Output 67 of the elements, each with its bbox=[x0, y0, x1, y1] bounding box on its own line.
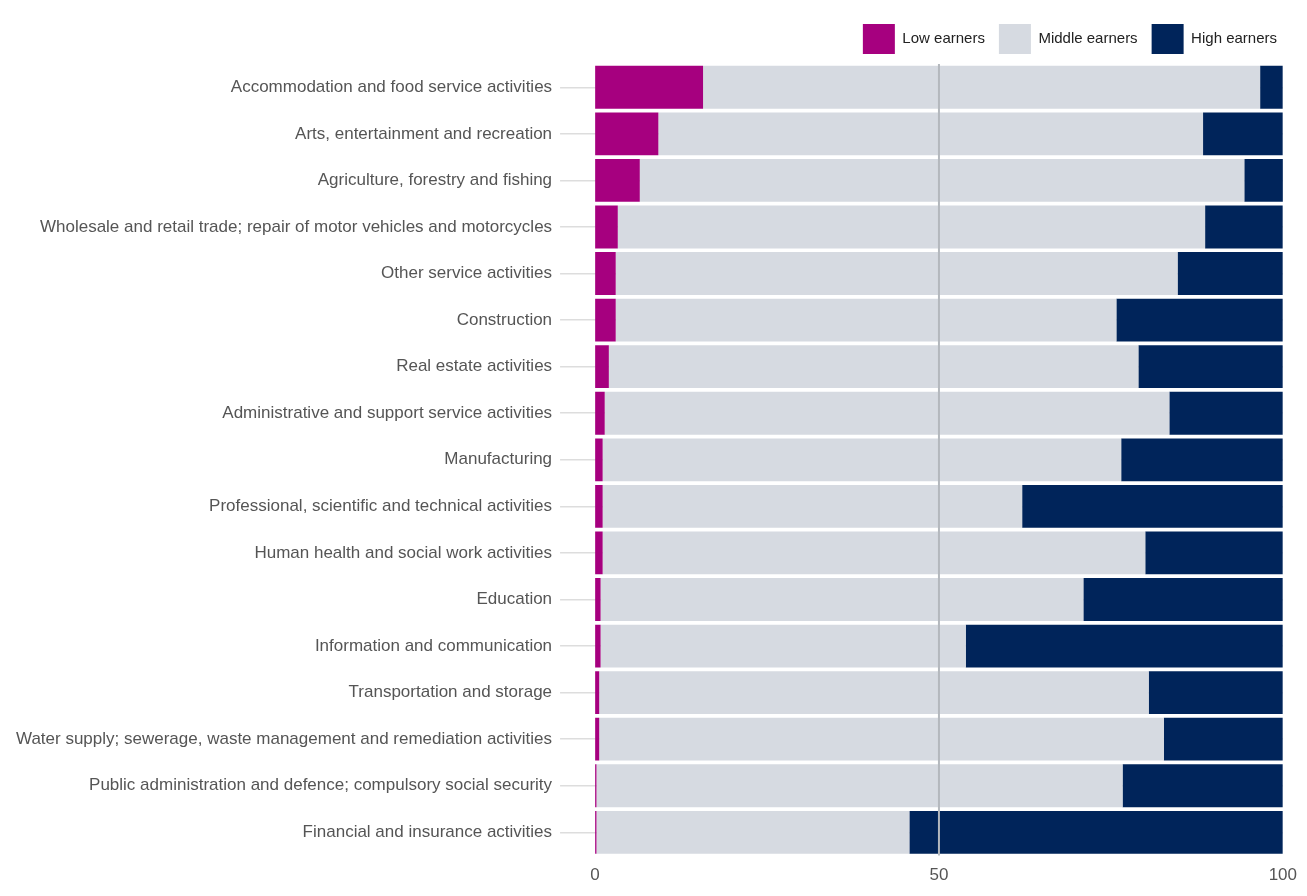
bar bbox=[595, 391, 605, 435]
y-tick-label: Manufacturing bbox=[444, 449, 553, 469]
y-tick-label: Wholesale and retail trade; repair of motor vehicles and motorcycles bbox=[39, 216, 553, 236]
bar bbox=[602, 438, 1122, 482]
x-tick-label: 100 bbox=[1268, 865, 1298, 885]
y-tick-label: Water supply; sewerage, waste management and remediation activities bbox=[15, 728, 553, 748]
bar bbox=[1121, 438, 1283, 482]
bar bbox=[1177, 252, 1283, 295]
legend-label: High earners bbox=[1191, 29, 1278, 47]
bar bbox=[1260, 65, 1283, 109]
bar bbox=[1122, 764, 1283, 808]
y-tick-label: Education bbox=[476, 589, 553, 609]
bar bbox=[595, 578, 601, 621]
bar bbox=[1148, 671, 1283, 715]
y-tick-label: Construction bbox=[456, 309, 553, 329]
bar bbox=[595, 531, 603, 575]
y-tick-label: Administrative and support service activities bbox=[222, 402, 553, 422]
bar bbox=[1205, 205, 1283, 249]
bar bbox=[608, 345, 1139, 389]
x-tick-label: 50 bbox=[929, 865, 949, 885]
y-tick-label: Arts, entertainment and recreation bbox=[295, 123, 553, 143]
bar bbox=[595, 484, 603, 528]
bar bbox=[617, 205, 1206, 249]
bar bbox=[1244, 158, 1283, 202]
legend-label: Middle earners bbox=[1038, 29, 1138, 47]
bar bbox=[1145, 531, 1283, 575]
bar bbox=[602, 531, 1146, 575]
bar bbox=[1203, 112, 1283, 156]
bar bbox=[639, 158, 1245, 202]
bar bbox=[615, 252, 1178, 295]
y-tick-label: Public administration and defence; compulsory social security bbox=[89, 775, 553, 795]
bar bbox=[595, 65, 704, 109]
bar bbox=[595, 252, 616, 295]
bar bbox=[599, 671, 1149, 715]
y-tick-label: Real estate activities bbox=[396, 356, 553, 376]
y-tick-label: Information and communication bbox=[314, 635, 553, 655]
bar bbox=[615, 298, 1117, 342]
bar bbox=[1169, 391, 1283, 435]
bar bbox=[595, 438, 603, 482]
bar bbox=[604, 391, 1170, 435]
bar bbox=[1083, 578, 1283, 621]
bar bbox=[658, 112, 1204, 156]
bar bbox=[602, 484, 1023, 528]
x-tick-label: 0 bbox=[590, 865, 600, 885]
y-tick-label: Other service activities bbox=[381, 263, 553, 283]
bar bbox=[965, 624, 1283, 668]
y-tick-label: Human health and social work activities bbox=[254, 542, 553, 562]
y-tick-label: Agriculture, forestry and fishing bbox=[317, 170, 553, 190]
bar bbox=[599, 717, 1164, 761]
bar bbox=[1163, 717, 1283, 761]
legend-label: Low earners bbox=[902, 29, 985, 47]
bar bbox=[909, 810, 1283, 854]
bar bbox=[600, 624, 966, 668]
bar bbox=[595, 298, 616, 342]
bar bbox=[703, 65, 1261, 109]
bar bbox=[595, 345, 609, 389]
y-tick-label: Accommodation and food service activities bbox=[230, 76, 553, 96]
bar bbox=[595, 205, 618, 249]
y-tick-label: Transportation and storage bbox=[348, 682, 553, 702]
y-tick-label: Financial and insurance activities bbox=[302, 822, 553, 842]
bar bbox=[1138, 345, 1283, 389]
bar bbox=[1022, 484, 1283, 528]
y-tick-label: Professional, scientific and technical activities bbox=[209, 496, 553, 516]
bar bbox=[595, 112, 659, 156]
bar bbox=[600, 578, 1084, 621]
bar bbox=[1116, 298, 1283, 342]
bar bbox=[595, 158, 640, 202]
